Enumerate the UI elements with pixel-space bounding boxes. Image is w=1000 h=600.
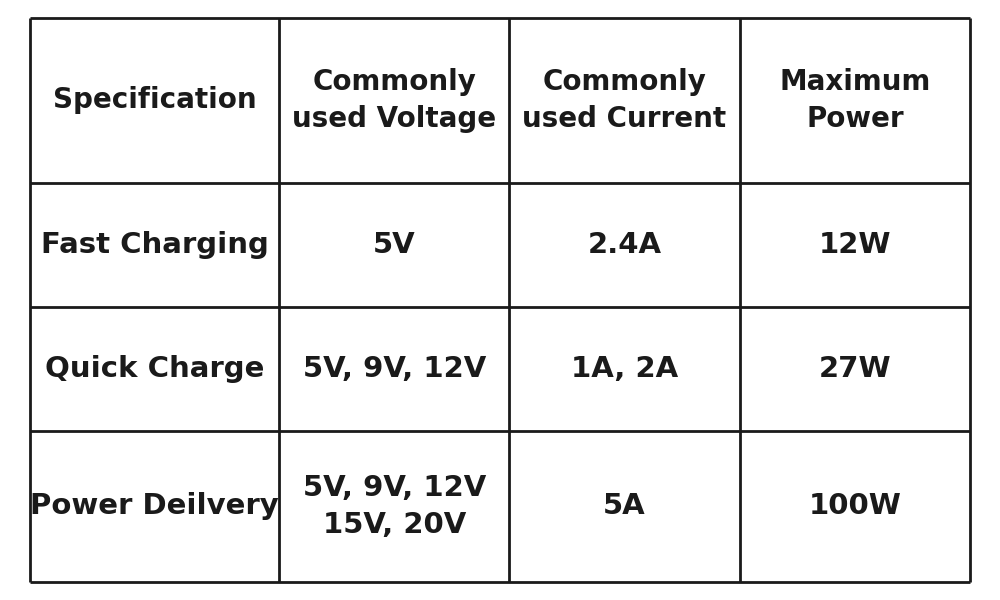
Text: Power Deilvery: Power Deilvery [30, 493, 279, 520]
Text: 5V, 9V, 12V: 5V, 9V, 12V [303, 355, 486, 383]
Text: 2.4A: 2.4A [588, 230, 662, 259]
Text: 12W: 12W [819, 230, 891, 259]
Text: 1A, 2A: 1A, 2A [571, 355, 678, 383]
Text: 5A: 5A [603, 493, 646, 520]
Text: 5V, 9V, 12V
15V, 20V: 5V, 9V, 12V 15V, 20V [303, 474, 486, 539]
Text: 100W: 100W [808, 493, 901, 520]
Text: Quick Charge: Quick Charge [45, 355, 264, 383]
Text: Maximum
Power: Maximum Power [779, 68, 931, 133]
Text: Commonly
used Current: Commonly used Current [522, 68, 727, 133]
Text: Fast Charging: Fast Charging [41, 230, 268, 259]
Text: Specification: Specification [53, 86, 256, 114]
Text: Commonly
used Voltage: Commonly used Voltage [292, 68, 496, 133]
Text: 5V: 5V [373, 230, 416, 259]
Text: 27W: 27W [819, 355, 891, 383]
